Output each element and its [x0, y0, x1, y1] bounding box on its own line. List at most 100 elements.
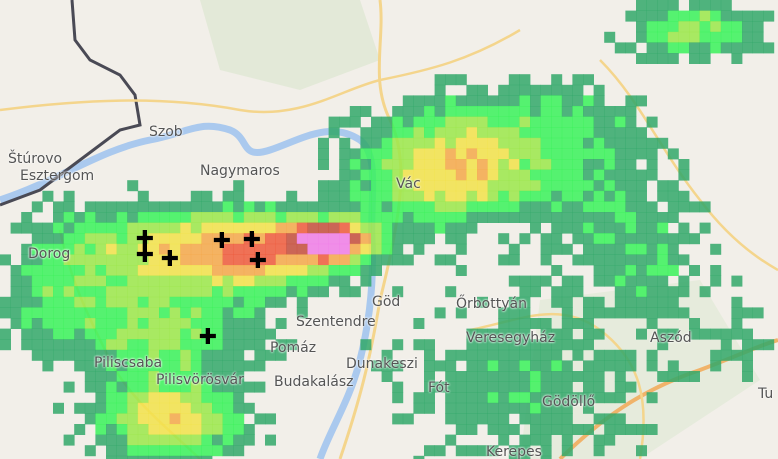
radar-cell: [180, 243, 192, 255]
radar-cell: [360, 275, 372, 287]
radar-cell: [148, 318, 160, 329]
radar-cell: [74, 265, 86, 276]
radar-cell: [201, 402, 213, 414]
radar-cell: [21, 265, 33, 276]
radar-cell: [74, 360, 86, 372]
radar-cell: [604, 413, 616, 425]
radar-cell: [752, 31, 764, 43]
radar-cell: [328, 275, 340, 287]
place-label: Gödöllő: [542, 394, 596, 410]
radar-cell: [42, 222, 54, 234]
radar-cell: [625, 254, 637, 266]
radar-cell: [339, 286, 351, 298]
radar-cell: [159, 265, 170, 276]
radar-cell: [498, 84, 510, 96]
radar-cell: [392, 180, 404, 192]
radar-cell: [434, 254, 446, 266]
radar-cell: [466, 148, 478, 160]
radar-cell: [116, 402, 128, 414]
radar-cell: [53, 402, 64, 414]
radar-cell: [53, 275, 64, 287]
lightning-cross-icon: ✚: [135, 227, 155, 252]
radar-cell: [530, 275, 541, 287]
radar-cell: [116, 349, 128, 361]
radar-cell: [328, 233, 340, 245]
radar-cell: [413, 169, 425, 181]
radar-cell: [540, 402, 552, 414]
radar-cell: [583, 402, 594, 414]
radar-cell: [477, 371, 488, 382]
radar-cell: [667, 328, 679, 340]
radar-cell: [689, 42, 700, 54]
radar-cell: [360, 169, 372, 181]
radar-cell: [233, 201, 245, 213]
radar-cell: [625, 106, 637, 117]
radar-cell: [42, 243, 54, 255]
radar-cell: [360, 254, 372, 266]
radar-cell: [127, 349, 139, 361]
radar-cell: [392, 254, 404, 266]
radar-cell: [519, 180, 531, 192]
radar-cell: [233, 339, 245, 351]
radar-cell: [233, 233, 245, 245]
radar-cell: [190, 254, 202, 266]
radar-cell: [540, 233, 552, 245]
radar-cell: [498, 318, 510, 329]
radar-cell: [657, 371, 669, 382]
radar-cell: [519, 349, 531, 361]
radar-cell: [95, 339, 107, 351]
radar-cell: [636, 254, 647, 266]
radar-cell: [572, 190, 584, 202]
radar-cell: [296, 265, 308, 276]
radar-cell: [169, 445, 181, 457]
radar-cell: [424, 371, 435, 382]
radar-cell: [190, 190, 202, 202]
radar-cell: [233, 371, 245, 382]
radar-cell: [169, 275, 181, 287]
radar-cell: [572, 106, 584, 117]
radar-cell: [445, 233, 457, 245]
radar-cell: [349, 243, 361, 255]
radar-cell: [466, 328, 478, 340]
radar-cell: [31, 233, 43, 245]
radar-cell: [148, 307, 160, 319]
radar-cell: [222, 381, 234, 393]
radar-cell: [583, 233, 594, 245]
radar-cell: [212, 381, 223, 393]
radar-cell: [625, 42, 637, 54]
radar-cell: [212, 339, 223, 351]
radar-cell: [593, 296, 605, 308]
radar-cell: [530, 137, 541, 149]
radar-cell: [561, 212, 573, 223]
radar-cell: [307, 222, 319, 234]
radar-cell: [339, 265, 351, 276]
radar-cell: [487, 445, 499, 457]
radar-cell: [636, 31, 647, 43]
radar-cell: [31, 222, 43, 234]
radar-cell: [180, 275, 192, 287]
radar-cell: [137, 275, 149, 287]
radar-cell: [371, 137, 382, 149]
radar-cell: [561, 127, 573, 139]
radar-cell: [95, 222, 107, 234]
radar-cell: [265, 328, 276, 340]
radar-cell: [42, 275, 54, 287]
radar-cell: [190, 233, 202, 245]
place-label: Szentendre: [296, 314, 376, 330]
radar-cell: [371, 127, 382, 139]
radar-cell: [328, 180, 340, 192]
radar-cell: [307, 233, 319, 245]
radar-cell: [657, 212, 669, 223]
radar-cell: [614, 275, 626, 287]
radar-cell: [95, 349, 107, 361]
radar-cell: [275, 286, 287, 298]
radar-cell: [296, 296, 308, 308]
radar-cell: [731, 275, 743, 287]
radar-cell: [402, 201, 414, 213]
radar-cell: [583, 180, 594, 192]
radar-cell: [498, 148, 510, 160]
radar-cell: [498, 371, 510, 382]
radar-cell: [477, 392, 488, 404]
radar-cell: [243, 222, 255, 234]
